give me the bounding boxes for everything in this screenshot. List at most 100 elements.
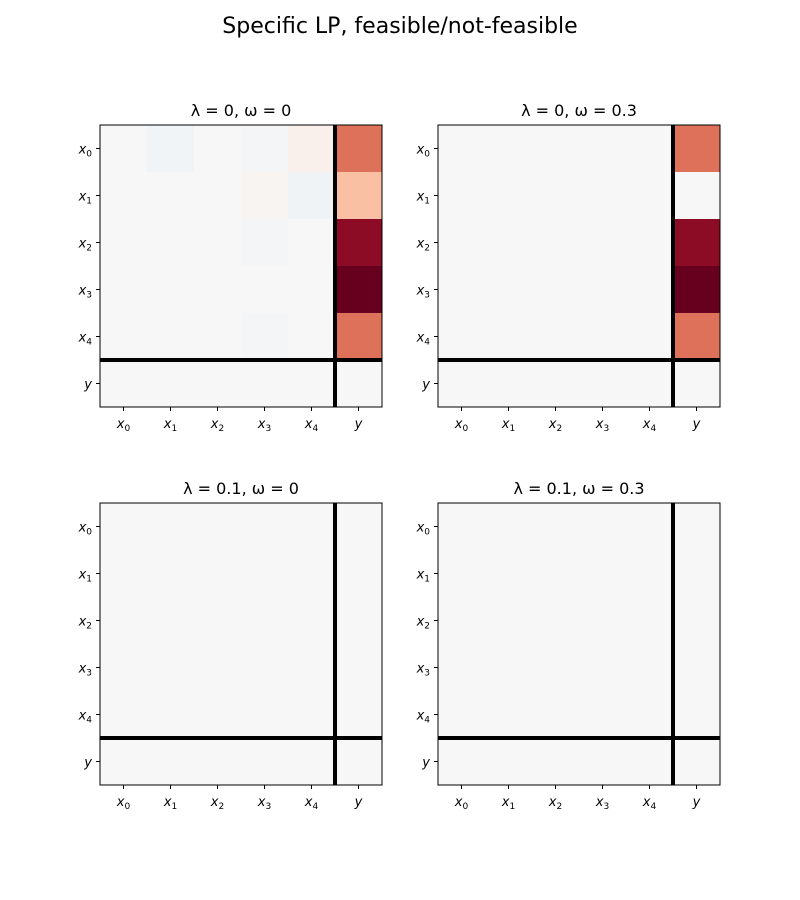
x-tick-label-3: x3 <box>257 417 271 434</box>
heatmap-cell-r0-c4 <box>288 503 336 551</box>
heatmap-cell-r2-c1 <box>485 597 533 645</box>
heatmap-cell-r3-c2 <box>194 266 242 314</box>
heatmap-cell-r4-c1 <box>485 313 533 361</box>
heatmap-cell-r0-c3 <box>579 503 627 551</box>
heatmap-cell-r3-c0 <box>438 266 486 314</box>
axes-frame <box>437 124 721 408</box>
heatmap-cell-r5-c1 <box>147 360 195 408</box>
heatmap-cell-r3-c1 <box>485 266 533 314</box>
x-tick-label-0: x0 <box>116 795 131 812</box>
heatmap-cell-r2-c5 <box>673 597 721 645</box>
heatmap-cell-r5-c5 <box>335 360 383 408</box>
heatmap-cell-r5-c1 <box>485 360 533 408</box>
heatmap-cell-r0-c2 <box>194 503 242 551</box>
heatmap-cell-r2-c4 <box>288 219 336 267</box>
x-tick-label-0: x0 <box>454 795 469 812</box>
heatmap-cell-r5-c2 <box>532 738 580 786</box>
heatmap-cell-r0-c5 <box>335 125 383 173</box>
heatmap-cell-r5-c0 <box>100 360 148 408</box>
heatmap-cell-r5-c3 <box>579 738 627 786</box>
heatmap-cell-r3-c2 <box>532 266 580 314</box>
x-tick-label-5: y <box>354 795 363 810</box>
heatmap-cell-r1-c2 <box>532 172 580 220</box>
heatmap-cell-r3-c5 <box>673 644 721 692</box>
heatmap-cell-r3-c0 <box>100 266 148 314</box>
heatmap-cell-r5-c3 <box>579 360 627 408</box>
y-tick-label-4: x4 <box>416 709 431 726</box>
heatmap-cell-r2-c0 <box>438 219 486 267</box>
heatmap-cell-r5-c3 <box>241 360 289 408</box>
heatmap-cell-r1-c1 <box>485 550 533 598</box>
heatmap-cell-r4-c0 <box>100 691 148 739</box>
heatmap-cell-r5-c1 <box>147 738 195 786</box>
heatmap-cell-r3-c4 <box>288 644 336 692</box>
heatmap-cell-r1-c5 <box>673 550 721 598</box>
heatmap-cell-r4-c1 <box>485 691 533 739</box>
heatmap-cell-r2-c4 <box>288 597 336 645</box>
heatmap-cell-r0-c2 <box>194 125 242 173</box>
heatmap-cell-r4-c4 <box>288 691 336 739</box>
heatmap-cell-r5-c2 <box>194 738 242 786</box>
heatmap-cell-r1-c5 <box>335 172 383 220</box>
heatmap-cell-r3-c1 <box>147 266 195 314</box>
heatmap-cell-r1-c2 <box>194 550 242 598</box>
x-tick-label-1: x1 <box>501 417 515 434</box>
heatmap-cell-r4-c2 <box>194 313 242 361</box>
heatmap-cell-r5-c4 <box>626 360 674 408</box>
heatmap-cell-r2-c5 <box>673 219 721 267</box>
y-tick-label-4: x4 <box>78 709 93 726</box>
panel-title: λ = 0, ω = 0 <box>191 101 292 120</box>
heatmap-cell-r4-c3 <box>241 691 289 739</box>
heatmap-cell-r2-c1 <box>147 597 195 645</box>
heatmap-cell-r1-c3 <box>241 172 289 220</box>
heatmap-cell-r3-c4 <box>288 266 336 314</box>
heatmap-cell-r0-c5 <box>673 503 721 551</box>
heatmap-cell-r1-c0 <box>100 172 148 220</box>
heatmap-cell-r0-c4 <box>626 125 674 173</box>
heatmap-cell-r5-c4 <box>288 738 336 786</box>
y-tick-label-4: x4 <box>416 331 431 348</box>
heatmap-cell-r2-c1 <box>485 219 533 267</box>
heatmap-cell-r4-c5 <box>673 691 721 739</box>
heatmap-cell-r0-c2 <box>532 503 580 551</box>
heatmap-cell-r3-c1 <box>147 644 195 692</box>
heatmap-cell-r3-c4 <box>626 266 674 314</box>
y-tick-label-1: x1 <box>416 568 430 585</box>
heatmap-cell-r0-c0 <box>100 125 148 173</box>
x-tick-label-5: y <box>692 417 701 432</box>
panel-title: λ = 0.1, ω = 0.3 <box>513 479 644 498</box>
heatmap-cell-r0-c4 <box>626 503 674 551</box>
heatmap-cell-r0-c5 <box>673 125 721 173</box>
heatmap-cell-r3-c5 <box>673 266 721 314</box>
heatmap-cell-r2-c2 <box>532 219 580 267</box>
y-tick-label-5: y <box>421 378 430 393</box>
heatmap-cell-r3-c3 <box>579 644 627 692</box>
heatmap-cell-r2-c3 <box>241 219 289 267</box>
heatmap-cell-r3-c5 <box>335 644 383 692</box>
heatmap-cell-r3-c1 <box>485 644 533 692</box>
heatmap-cell-r3-c2 <box>194 644 242 692</box>
heatmap-cell-r4-c5 <box>335 691 383 739</box>
heatmap-cell-r4-c1 <box>147 313 195 361</box>
heatmap-cell-r5-c0 <box>100 738 148 786</box>
y-tick-label-3: x3 <box>78 662 92 679</box>
x-tick-label-3: x3 <box>595 417 609 434</box>
heatmap-cell-r4-c2 <box>532 313 580 361</box>
heatmap-panel-3: λ = 0.1, ω = 0.3 x0 x1 x2 x3 x4 y x0 x1 x2 x3 x4 y <box>416 479 721 812</box>
figure-title: Specific LP, feasible/not-feasible <box>222 14 578 39</box>
heatmap-cell-r3-c4 <box>626 644 674 692</box>
y-tick-label-5: y <box>83 378 92 393</box>
heatmap-cell-r5-c4 <box>626 738 674 786</box>
heatmap-cell-r1-c3 <box>241 550 289 598</box>
x-tick-label-3: x3 <box>595 795 609 812</box>
heatmap-panel-2: λ = 0.1, ω = 0 x0 x1 x2 x3 x4 y x0 x1 x2 x3 x4 y <box>78 479 383 812</box>
heatmap-cell-r1-c2 <box>532 550 580 598</box>
heatmap-cell-r0-c3 <box>241 125 289 173</box>
heatmap-cell-r2-c4 <box>626 219 674 267</box>
heatmap-cell-r1-c1 <box>147 172 195 220</box>
heatmap-cell-r1-c3 <box>579 550 627 598</box>
heatmap-cell-r2-c0 <box>438 597 486 645</box>
x-tick-label-1: x1 <box>163 417 177 434</box>
heatmap-cell-r1-c0 <box>438 550 486 598</box>
